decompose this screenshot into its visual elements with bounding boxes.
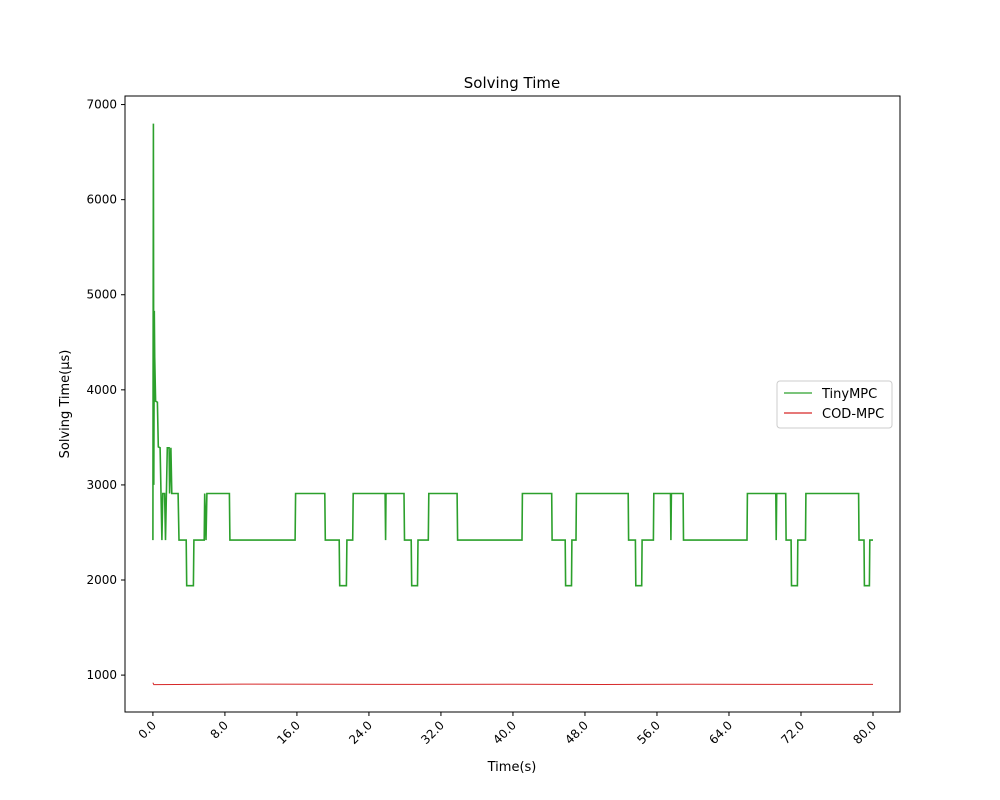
y-tick-label: 7000 xyxy=(86,98,117,112)
y-tick-label: 1000 xyxy=(86,668,117,682)
y-tick-label: 2000 xyxy=(86,573,117,587)
y-tick-label: 4000 xyxy=(86,383,117,397)
chart-title: Solving Time xyxy=(464,74,560,92)
legend-label-cod-mpc: COD-MPC xyxy=(822,407,884,422)
y-tick-label: 5000 xyxy=(86,288,117,302)
y-tick-label: 6000 xyxy=(86,193,117,207)
x-axis-label: Time(s) xyxy=(487,760,537,775)
y-tick-label: 3000 xyxy=(86,478,117,492)
series-layer xyxy=(152,123,873,686)
series-line-tinympc xyxy=(152,123,873,587)
y-axis: 1000 2000 3000 4000 5000 6000 7000 xyxy=(86,98,125,682)
series-line-cod-mpc xyxy=(152,682,873,686)
y-axis-label: Solving Time(μs) xyxy=(58,350,73,459)
legend: TinyMPC COD-MPC xyxy=(776,380,893,429)
legend-label-tinympc: TinyMPC xyxy=(821,387,877,402)
